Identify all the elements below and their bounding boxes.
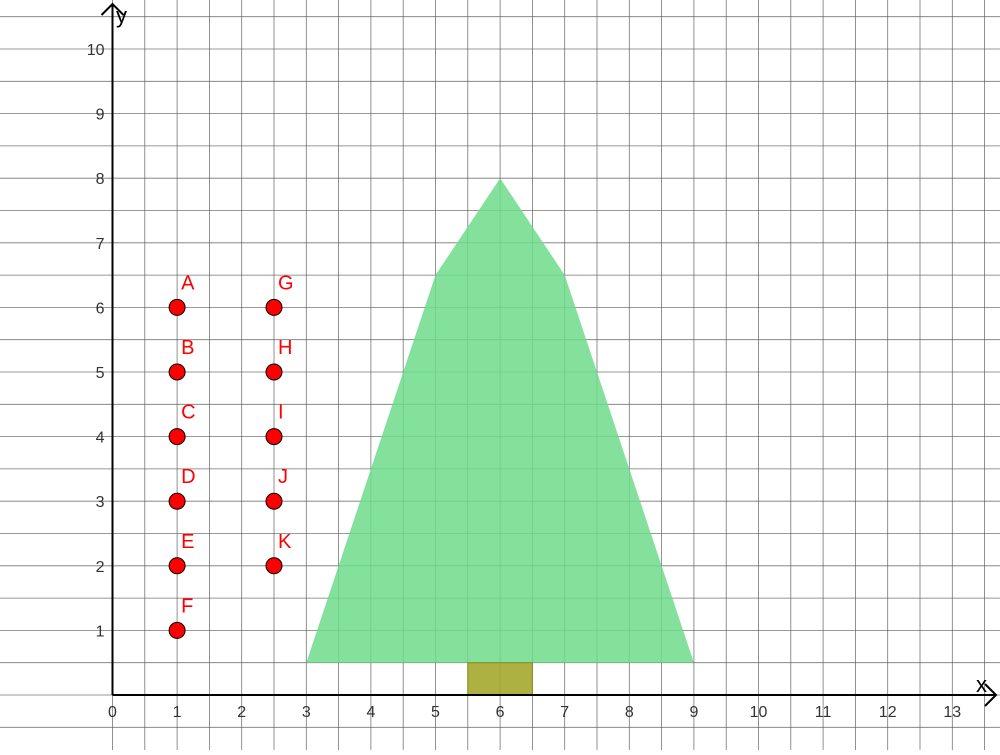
point-marker <box>168 557 186 575</box>
tree-foliage <box>306 178 694 663</box>
point-b: B <box>168 337 194 381</box>
y-axis-label: y <box>116 3 127 28</box>
x-tick-label: 8 <box>625 704 634 721</box>
point-f: F <box>168 595 193 639</box>
points: A B C D E F G H I J K <box>168 272 294 639</box>
x-tick-label: 5 <box>431 704 440 721</box>
point-label: B <box>181 337 194 359</box>
x-tick-label: 12 <box>879 704 897 721</box>
point-marker <box>168 492 186 510</box>
point-k: K <box>265 531 292 575</box>
point-label: H <box>278 337 292 359</box>
y-tick-label: 6 <box>96 300 105 317</box>
x-tick-label: 10 <box>750 704 768 721</box>
tree-trunk <box>467 662 533 696</box>
x-tick-label: 1 <box>173 704 182 721</box>
x-tick-label: 7 <box>560 704 569 721</box>
x-tick-label: 13 <box>943 704 961 721</box>
y-tick-label: 7 <box>96 236 105 253</box>
y-tick-label: 1 <box>96 623 105 640</box>
point-label: G <box>278 272 294 294</box>
x-axis-arrow <box>984 683 998 707</box>
x-tick-label: 2 <box>237 704 246 721</box>
point-marker <box>265 557 283 575</box>
x-tick-label: 9 <box>689 704 698 721</box>
point-marker <box>265 492 283 510</box>
point-label: F <box>181 595 193 617</box>
point-marker <box>265 428 283 446</box>
point-label: D <box>181 466 195 488</box>
y-axis-arrow <box>100 2 125 16</box>
tick-labels: 0123456789101112131234567891011 <box>87 42 962 721</box>
point-label: J <box>278 466 288 488</box>
point-label: E <box>181 531 194 553</box>
x-axis-label: x <box>976 672 987 697</box>
point-g: G <box>265 272 294 316</box>
point-marker <box>168 298 186 316</box>
point-d: D <box>168 466 196 510</box>
axes <box>100 2 998 707</box>
point-h: H <box>265 337 292 381</box>
point-label: K <box>278 531 292 553</box>
point-marker <box>265 298 283 316</box>
point-j: J <box>265 466 288 510</box>
point-marker <box>168 621 186 639</box>
x-tick-label: 11 <box>815 704 832 721</box>
point-label: A <box>181 272 195 294</box>
y-tick-label: 10 <box>87 42 105 59</box>
point-c: C <box>168 402 196 446</box>
point-i: I <box>265 402 284 446</box>
point-marker <box>265 363 283 381</box>
x-tick-label: 0 <box>108 704 117 721</box>
x-tick-label: 6 <box>496 704 505 721</box>
y-tick-label: 5 <box>96 365 105 382</box>
point-label: C <box>181 402 195 424</box>
point-marker <box>168 428 186 446</box>
point-a: A <box>168 272 195 316</box>
point-e: E <box>168 531 194 575</box>
y-tick-label: 4 <box>96 430 105 447</box>
y-tick-label: 2 <box>96 559 105 576</box>
tree-shape <box>306 178 694 696</box>
y-tick-label: 9 <box>96 107 105 124</box>
point-marker <box>168 363 186 381</box>
x-tick-label: 4 <box>366 704 375 721</box>
y-tick-label: 3 <box>96 494 105 511</box>
point-label: I <box>278 402 284 424</box>
x-tick-label: 3 <box>302 704 311 721</box>
y-tick-label: 8 <box>96 171 105 188</box>
